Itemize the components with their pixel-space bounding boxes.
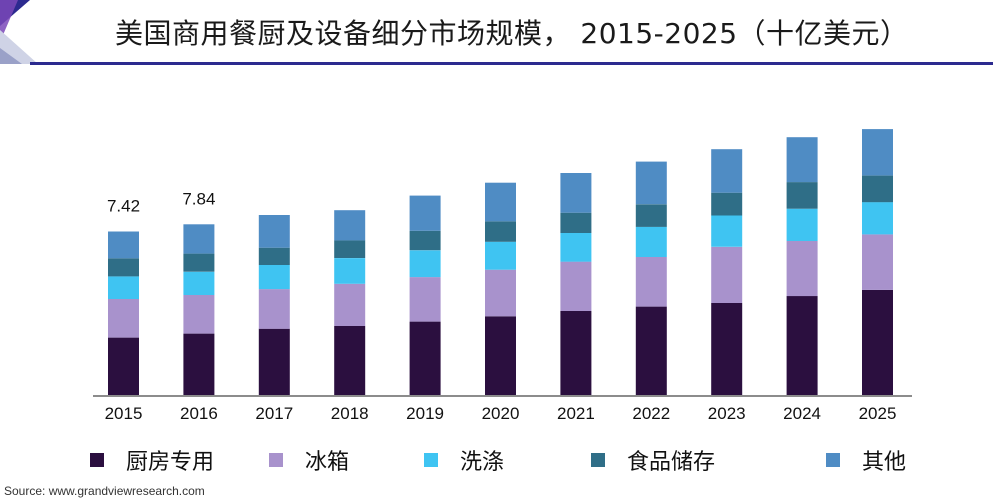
bar-segment-2018-1 <box>334 326 366 395</box>
bar-segment-2022-4 <box>635 204 667 227</box>
bar-segment-2015-4 <box>108 258 139 277</box>
bar-segment-2016-5 <box>183 224 215 254</box>
bar-segment-2022-3 <box>635 226 667 257</box>
legend-item-kitchen: 厨房专用 <box>90 440 214 480</box>
bar-segment-2017-4 <box>258 247 290 265</box>
bar-segment-2023-2 <box>711 246 743 303</box>
x-tick-label: 2018 <box>331 404 369 423</box>
bar-segment-2024-3 <box>786 208 818 241</box>
bar-segment-2023-1 <box>711 303 743 395</box>
bar-segment-2021-2 <box>560 261 592 311</box>
bar-segment-2015-1 <box>108 337 139 395</box>
bar-segment-2024-5 <box>786 137 818 183</box>
bar-segment-2020-3 <box>485 241 516 270</box>
bar-segment-2020-1 <box>485 316 516 395</box>
legend-swatch <box>90 453 104 467</box>
x-tick-label: 2015 <box>105 404 143 423</box>
bar-segment-2016-1 <box>183 333 215 395</box>
x-tick-label: 2017 <box>255 404 293 423</box>
page-title: 美国商用餐厨及设备细分市场规模， 2015-2025（十亿美元） <box>115 17 909 50</box>
legend-label: 食品储存 <box>627 450 716 475</box>
header-bar: 美国商用餐厨及设备细分市场规模， 2015-2025（十亿美元） <box>0 0 993 65</box>
legend-item-food-storage: 食品储存 <box>591 440 715 480</box>
x-tick-label: 2022 <box>632 404 670 423</box>
bar-segment-2022-2 <box>635 257 667 307</box>
bar-segment-2017-3 <box>258 265 290 290</box>
bar-segment-2020-4 <box>485 221 516 242</box>
legend-label: 冰箱 <box>305 450 350 475</box>
bar-segment-2017-5 <box>258 215 290 248</box>
x-tick-label: 2019 <box>406 404 444 423</box>
bar-segment-2025-5 <box>862 129 893 176</box>
bar-segment-2021-1 <box>560 311 592 395</box>
legend-label: 厨房专用 <box>126 450 215 475</box>
bar-segment-2025-1 <box>862 289 893 395</box>
legend-swatch <box>269 453 283 467</box>
x-tick-label: 2016 <box>180 404 218 423</box>
bar-segment-2020-5 <box>485 182 516 222</box>
bar-segment-2023-4 <box>711 192 743 216</box>
bar-segment-2017-2 <box>258 289 290 329</box>
legend-swatch <box>591 453 605 467</box>
bar-segment-2022-5 <box>635 161 667 205</box>
bar-segment-2024-4 <box>786 182 818 209</box>
bar-segment-2024-1 <box>786 296 818 395</box>
legend-item-washing: 洗涤 <box>424 440 504 480</box>
bar-segment-2022-1 <box>635 306 667 395</box>
legend-label: 洗涤 <box>460 450 505 475</box>
total-data-label: 7.84 <box>182 189 215 208</box>
bar-segment-2021-5 <box>560 173 592 213</box>
chart-legend: 厨房专用 冰箱 洗涤 食品储存 其他 <box>0 440 993 480</box>
bar-segment-2019-4 <box>409 230 441 251</box>
x-tick-label: 2025 <box>859 404 897 423</box>
bar-segment-2025-3 <box>862 202 893 235</box>
bar-segment-2018-2 <box>334 283 366 326</box>
bar-segment-2019-5 <box>409 195 441 231</box>
bar-segment-2025-2 <box>862 234 893 290</box>
total-data-label: 7.42 <box>107 197 140 216</box>
x-tick-label: 2020 <box>482 404 520 423</box>
bar-segment-2015-5 <box>108 231 139 259</box>
bar-segment-2023-3 <box>711 215 743 247</box>
legend-swatch <box>424 453 438 467</box>
bar-segment-2021-3 <box>560 233 592 262</box>
bar-segment-2016-4 <box>183 253 215 272</box>
x-tick-label: 2024 <box>783 404 821 423</box>
source-note: Source: www.grandviewresearch.com <box>4 484 205 498</box>
x-tick-label: 2021 <box>557 404 595 423</box>
bar-segment-2017-1 <box>258 328 290 395</box>
bar-segment-2019-2 <box>409 277 441 322</box>
bar-segment-2018-5 <box>334 210 366 241</box>
bar-segment-2015-2 <box>108 299 139 338</box>
bar-segment-2021-4 <box>560 212 592 233</box>
bar-segment-2018-3 <box>334 258 366 284</box>
logo-decoration <box>0 0 38 64</box>
legend-swatch <box>826 453 840 467</box>
bar-segment-2015-3 <box>108 276 139 299</box>
x-tick-label: 2023 <box>708 404 746 423</box>
legend-item-other: 其他 <box>826 440 906 480</box>
bar-segment-2016-3 <box>183 271 215 295</box>
bar-segment-2023-5 <box>711 149 743 193</box>
bar-segment-2020-2 <box>485 269 516 317</box>
legend-item-refrigerator: 冰箱 <box>269 440 349 480</box>
bar-segment-2025-4 <box>862 175 893 203</box>
bar-segment-2024-2 <box>786 241 818 297</box>
stacked-bar-chart: 2015 2016 2017 2018 2019 2020 2021 2022 2023 2024… <box>93 129 912 423</box>
bar-segment-2019-1 <box>409 321 441 395</box>
legend-label: 其他 <box>862 450 907 475</box>
bar-segment-2016-2 <box>183 295 215 334</box>
bar-segment-2019-3 <box>409 250 441 278</box>
title-divider <box>30 62 993 65</box>
bar-segment-2018-4 <box>334 240 366 258</box>
